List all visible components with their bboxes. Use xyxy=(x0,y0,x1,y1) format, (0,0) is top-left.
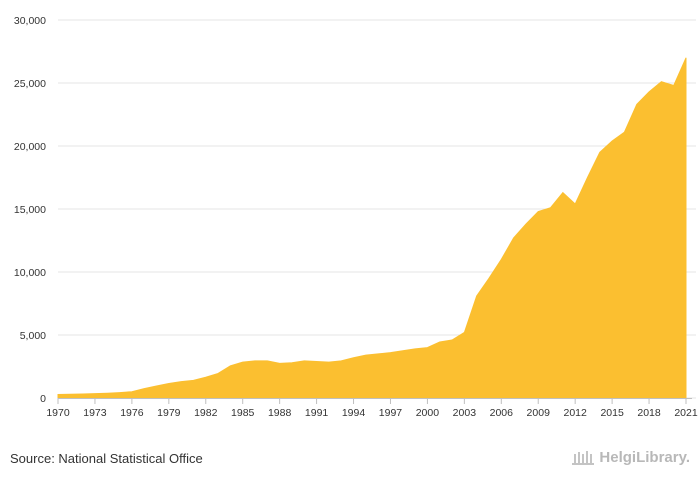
x-tick-label: 2009 xyxy=(527,407,551,419)
area-series xyxy=(57,57,687,399)
x-tick-label: 1979 xyxy=(157,407,181,419)
x-axis: 1970 1973 1976 1979 1982 1985 1988 1991 1994 1997… xyxy=(46,398,698,419)
brand-logo: HelgiLibrary. xyxy=(571,448,690,466)
x-tick-label: 2015 xyxy=(600,407,624,419)
x-tick-label: 1976 xyxy=(120,407,144,419)
library-building-icon xyxy=(572,451,595,465)
area-fill xyxy=(57,57,687,399)
x-tick-label: 1982 xyxy=(194,407,218,419)
x-tick-label: 1973 xyxy=(83,407,107,419)
x-tick-label: 1994 xyxy=(342,407,366,419)
gridlines xyxy=(58,19,696,399)
y-tick-label: 20,000 xyxy=(14,141,46,153)
y-tick-label: 10,000 xyxy=(14,267,46,279)
x-tick-label: 1997 xyxy=(379,407,403,419)
x-tick-label: 2021 xyxy=(674,407,698,419)
y-tick-label: 30,000 xyxy=(14,15,46,27)
y-tick-label: 15,000 xyxy=(14,204,46,216)
source-note: Source: National Statistical Office xyxy=(10,451,203,466)
x-tick-label: 1970 xyxy=(46,407,70,419)
x-tick-label: 2018 xyxy=(637,407,661,419)
y-tick-label: 25,000 xyxy=(14,78,46,90)
y-tick-label: 5,000 xyxy=(20,330,46,342)
x-tick-label: 2000 xyxy=(416,407,440,419)
brand-name: HelgiLibrary. xyxy=(599,448,690,466)
x-tick-label: 2006 xyxy=(490,407,514,419)
x-tick-label: 1988 xyxy=(268,407,292,419)
y-axis: 0 5,000 10,000 15,000 20,000 25,000 30,000 xyxy=(14,15,46,405)
x-tick-label: 1991 xyxy=(305,407,329,419)
x-tick-label: 1985 xyxy=(231,407,255,419)
x-tick-label: 2012 xyxy=(563,407,587,419)
x-tick-label: 2003 xyxy=(453,407,477,419)
y-tick-label: 0 xyxy=(40,393,46,405)
